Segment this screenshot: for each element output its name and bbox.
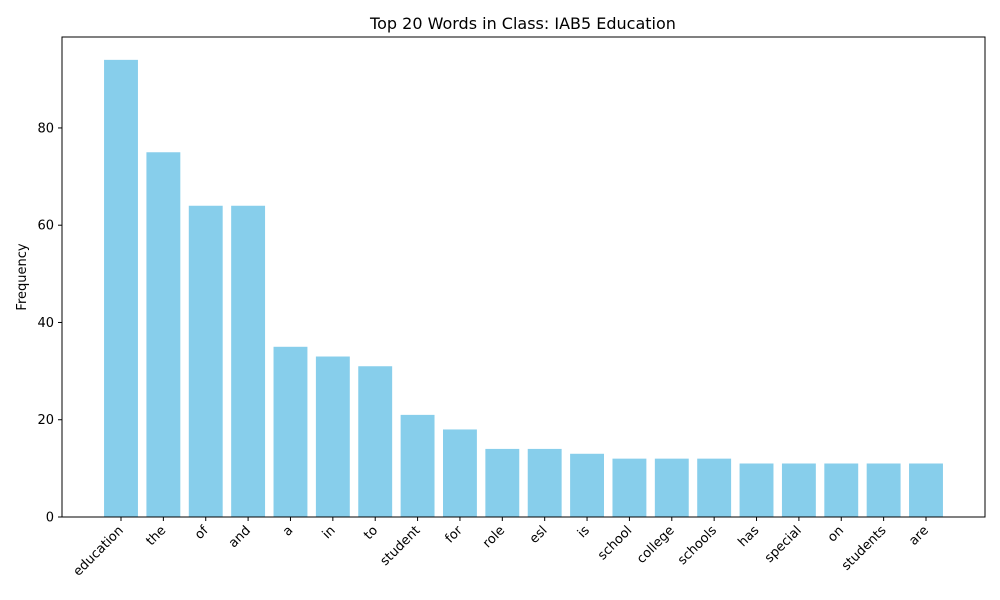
bar-of <box>188 205 223 518</box>
x-tick-label: college <box>634 523 678 567</box>
bar-the <box>146 152 181 517</box>
bar-for <box>443 429 477 517</box>
x-tick-label: student <box>378 523 424 569</box>
bar-esl <box>527 448 562 517</box>
bar-schools <box>697 458 732 517</box>
bar-special <box>781 463 816 517</box>
y-tick-label: 20 <box>37 413 54 428</box>
plot-frame <box>61 36 986 518</box>
x-tick-label: schools <box>675 523 720 568</box>
x-tick-label: education <box>71 523 127 579</box>
chart-title: Top 20 Words in Class: IAB5 Education <box>369 14 676 33</box>
x-tick-label: of <box>192 523 212 543</box>
bar-in <box>315 356 350 517</box>
x-tick-label: the <box>143 523 169 549</box>
x-tick-label: and <box>226 523 254 551</box>
bar-college <box>654 458 689 517</box>
bar-and <box>231 205 266 518</box>
x-tick-label: school <box>595 523 635 563</box>
bar-student <box>400 414 435 517</box>
bar-is <box>570 453 604 517</box>
y-tick-label: 80 <box>37 121 54 136</box>
x-tick-label: to <box>361 523 381 543</box>
bars-group <box>104 59 943 518</box>
bar-a <box>273 346 308 517</box>
x-tick-label: for <box>443 523 467 547</box>
x-tick-label: on <box>825 523 847 545</box>
bar-education <box>104 59 138 517</box>
bar-on <box>824 463 859 517</box>
x-tick-label: role <box>480 523 508 551</box>
y-tick-label: 60 <box>37 219 54 234</box>
y-axis: 0 20 40 60 80 <box>37 121 62 526</box>
bar-has <box>739 463 774 517</box>
x-tick-label: a <box>280 523 296 539</box>
bar-role <box>485 448 520 517</box>
bar-students <box>866 463 901 517</box>
bar-to <box>358 366 393 517</box>
y-tick-label: 0 <box>46 511 54 526</box>
x-tick-label: esl <box>527 523 551 547</box>
y-tick-label: 40 <box>37 316 54 331</box>
bar-are <box>909 463 943 517</box>
x-tick-label: are <box>906 523 931 548</box>
x-tick-label: is <box>575 523 593 541</box>
x-tick-label: in <box>320 523 339 542</box>
x-tick-label: special <box>762 523 805 566</box>
bar-school <box>612 458 647 517</box>
x-tick-label: students <box>839 523 890 574</box>
y-axis-label: Frequency <box>15 243 30 310</box>
x-tick-label: has <box>735 523 762 550</box>
